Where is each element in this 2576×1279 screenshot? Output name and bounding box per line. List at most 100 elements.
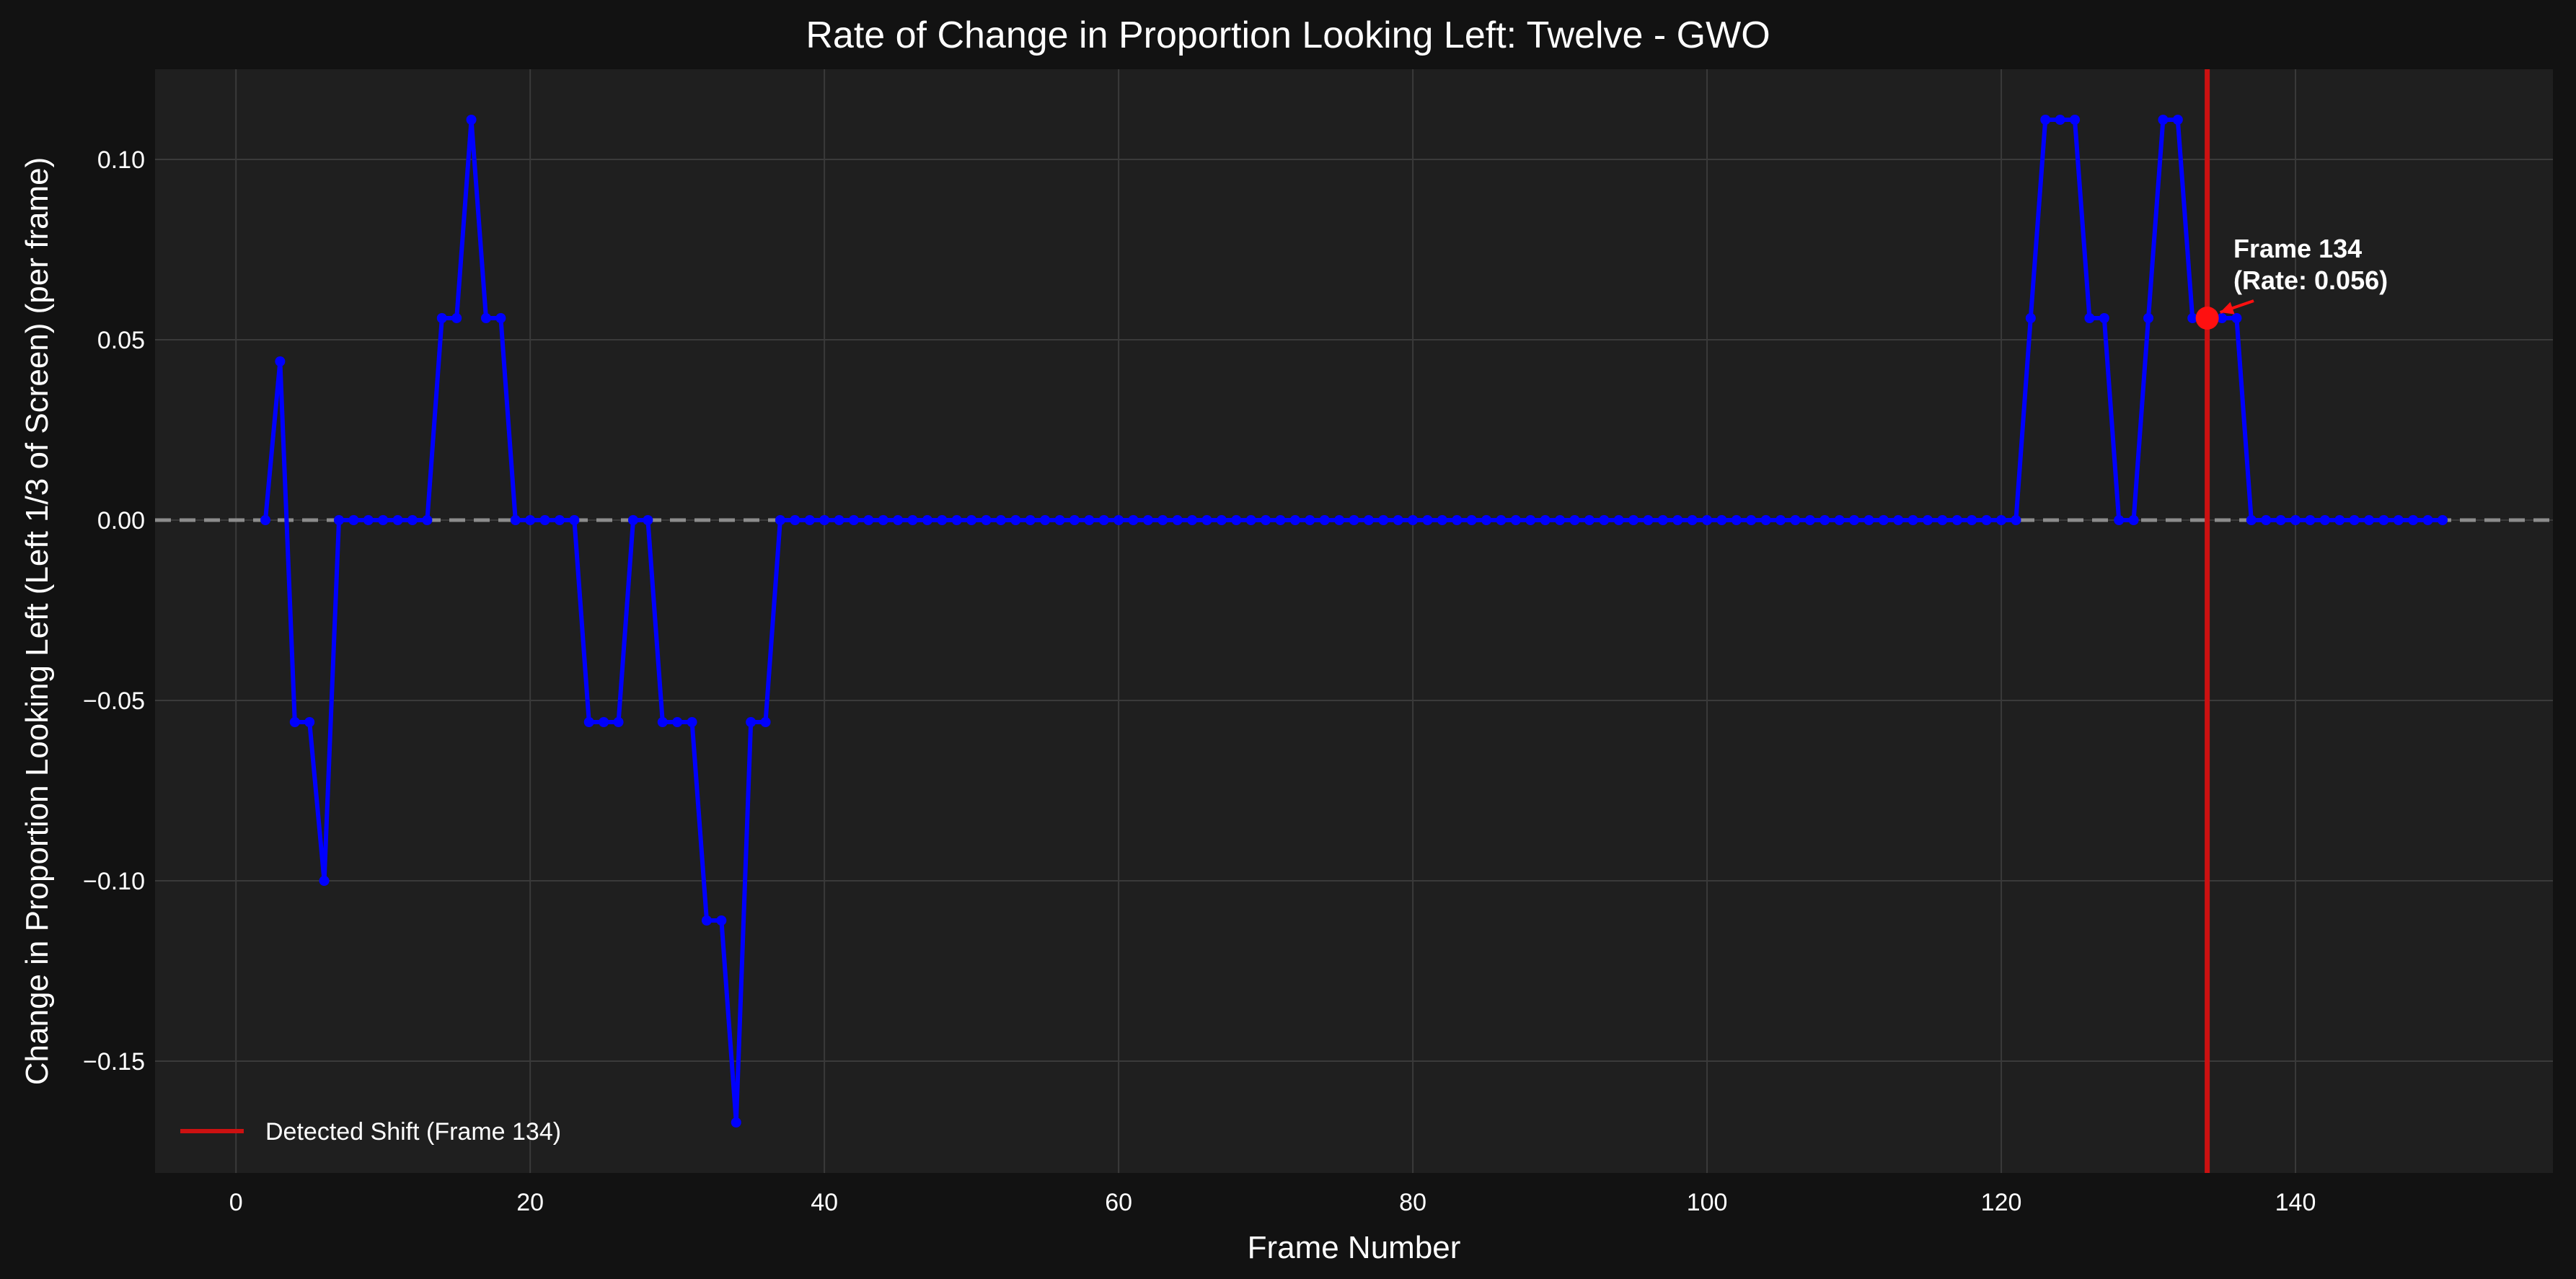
data-point	[937, 515, 948, 525]
y-tick-label: 0.05	[97, 327, 145, 354]
data-point	[804, 515, 815, 525]
data-point	[2438, 515, 2448, 525]
data-point	[583, 717, 594, 727]
legend: Detected Shift (Frame 134)	[180, 1118, 561, 1146]
data-point	[2055, 115, 2065, 125]
data-point	[1378, 515, 1389, 525]
data-point	[2364, 515, 2375, 525]
data-point	[760, 717, 771, 727]
tick-labels: 0 20 40 60 80 100 120 140 −0.15 −0.10 −0.05 0.00 0.0…	[83, 146, 2316, 1216]
data-point	[2261, 515, 2272, 525]
data-point	[1702, 515, 1713, 525]
data-point	[643, 515, 653, 525]
data-point	[1187, 515, 1198, 525]
data-point	[922, 515, 932, 525]
data-point	[627, 515, 638, 525]
data-point	[2422, 515, 2433, 525]
y-tick-label: −0.10	[83, 868, 145, 895]
data-point	[1128, 515, 1139, 525]
data-point	[2040, 115, 2051, 125]
data-point	[775, 515, 785, 525]
data-point	[422, 515, 433, 525]
data-point	[392, 515, 403, 525]
data-point	[1863, 515, 1874, 525]
data-point	[1231, 515, 1242, 525]
data-point	[1157, 515, 1168, 525]
data-point	[1790, 515, 1801, 525]
y-tick-label: −0.15	[83, 1048, 145, 1076]
data-point	[2011, 515, 2021, 525]
data-point	[2231, 313, 2242, 323]
data-point	[2290, 515, 2301, 525]
data-point	[907, 515, 918, 525]
data-point	[1069, 515, 1080, 525]
data-point	[1084, 515, 1095, 525]
data-point	[834, 515, 844, 525]
data-point	[2319, 515, 2330, 525]
x-tick-label: 40	[811, 1189, 838, 1216]
data-point	[1245, 515, 1256, 525]
x-tick-label: 60	[1105, 1189, 1132, 1216]
data-point	[672, 717, 683, 727]
data-point	[716, 915, 727, 926]
data-point	[2305, 515, 2316, 525]
data-point	[2025, 313, 2036, 323]
data-point	[1305, 515, 1315, 525]
data-point	[1996, 515, 2007, 525]
highlight-point	[2195, 307, 2219, 330]
data-point	[1731, 515, 1742, 525]
data-point	[1834, 515, 1845, 525]
data-point	[2393, 515, 2404, 525]
data-point	[1672, 515, 1683, 525]
data-point	[1025, 515, 1036, 525]
data-point	[848, 515, 859, 525]
data-point	[981, 515, 992, 525]
data-point	[2070, 115, 2081, 125]
plot-area	[155, 69, 2553, 1173]
data-point	[2217, 313, 2228, 323]
data-point	[1746, 515, 1757, 525]
data-point	[1216, 515, 1227, 525]
data-point	[2349, 515, 2360, 525]
data-point	[525, 515, 536, 525]
data-point	[1289, 515, 1300, 525]
data-point	[1716, 515, 1727, 525]
data-point	[466, 115, 477, 125]
data-point	[1525, 515, 1536, 525]
data-point	[2114, 515, 2125, 525]
data-point	[1760, 515, 1771, 525]
data-point	[495, 313, 506, 323]
data-point	[407, 515, 418, 525]
data-point	[701, 915, 712, 926]
data-point	[1334, 515, 1345, 525]
chart-title: Rate of Change in Proportion Looking Lef…	[806, 14, 1770, 56]
data-point	[1363, 515, 1374, 525]
x-tick-label: 120	[1981, 1189, 2022, 1216]
x-tick-label: 0	[229, 1189, 243, 1216]
data-point	[657, 717, 668, 727]
x-tick-label: 140	[2275, 1189, 2316, 1216]
data-point	[819, 515, 830, 525]
data-point	[1319, 515, 1330, 525]
data-point	[1878, 515, 1889, 525]
data-point	[275, 356, 286, 366]
data-point	[951, 515, 962, 525]
x-axis-label: Frame Number	[1248, 1230, 1461, 1265]
data-point	[599, 717, 609, 727]
data-point	[2143, 313, 2154, 323]
data-point	[1261, 515, 1271, 525]
data-point	[1040, 515, 1051, 525]
data-point	[731, 1117, 741, 1128]
data-point	[1967, 515, 1977, 525]
data-point	[687, 717, 697, 727]
data-point	[1481, 515, 1492, 525]
data-point	[1555, 515, 1566, 525]
data-point	[436, 313, 447, 323]
data-point	[1201, 515, 1212, 525]
data-point	[2158, 115, 2169, 125]
data-point	[1510, 515, 1521, 525]
highlight-layer	[2195, 307, 2219, 330]
data-point	[319, 876, 330, 886]
data-point	[539, 515, 550, 525]
data-point	[1819, 515, 1830, 525]
